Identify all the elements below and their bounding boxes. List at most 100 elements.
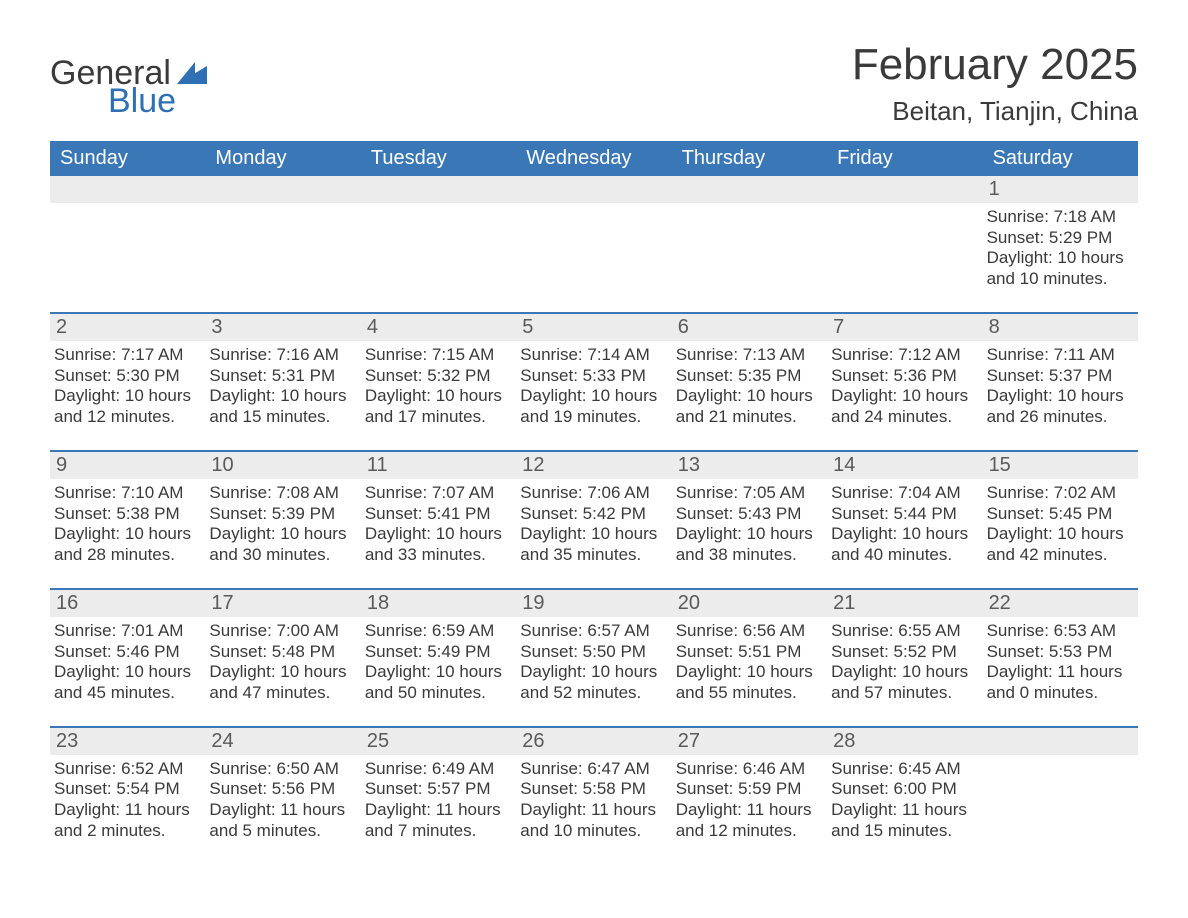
- day-content-cell: [827, 203, 982, 312]
- day-number: 12: [522, 454, 544, 476]
- day-number: 21: [833, 592, 855, 614]
- sunset-text: Sunset: 5:51 PM: [676, 642, 823, 663]
- sunset-text: Sunset: 5:33 PM: [520, 366, 667, 387]
- day-content-cell: Sunrise: 6:55 AMSunset: 5:52 PMDaylight:…: [827, 617, 982, 726]
- daylight-text: Daylight: 10 hours and 15 minutes.: [209, 386, 356, 427]
- sunrise-text: Sunrise: 6:52 AM: [54, 759, 201, 780]
- sunrise-text: Sunrise: 7:08 AM: [209, 483, 356, 504]
- location-subtitle: Beitan, Tianjin, China: [852, 96, 1138, 127]
- daylight-text: Daylight: 10 hours and 40 minutes.: [831, 524, 978, 565]
- sunset-text: Sunset: 5:42 PM: [520, 504, 667, 525]
- daylight-text: Daylight: 10 hours and 26 minutes.: [987, 386, 1134, 427]
- weekday-heading: Sunday: [50, 141, 205, 176]
- sunset-text: Sunset: 5:41 PM: [365, 504, 512, 525]
- day-content-cell: [361, 203, 516, 312]
- day-content-cell: Sunrise: 6:49 AMSunset: 5:57 PMDaylight:…: [361, 755, 516, 864]
- sunrise-text: Sunrise: 7:02 AM: [987, 483, 1134, 504]
- sunset-text: Sunset: 5:50 PM: [520, 642, 667, 663]
- day-number-cell: 8: [983, 312, 1138, 341]
- sunset-text: Sunset: 5:30 PM: [54, 366, 201, 387]
- day-content-row: Sunrise: 6:52 AMSunset: 5:54 PM Daylight:…: [50, 755, 1138, 864]
- sunrise-text: Sunrise: 7:13 AM: [676, 345, 823, 366]
- day-number: 14: [833, 454, 855, 476]
- day-content-cell: Sunrise: 7:06 AMSunset: 5:42 PMDaylight:…: [516, 479, 671, 588]
- sunrise-text: Sunrise: 7:05 AM: [676, 483, 823, 504]
- day-number: 17: [211, 592, 233, 614]
- sunset-text: Sunset: 5:54 PM: [54, 779, 201, 800]
- sunrise-text: Sunrise: 6:57 AM: [520, 621, 667, 642]
- day-content-cell: Sunrise: 7:08 AMSunset: 5:39 PMDaylight:…: [205, 479, 360, 588]
- day-number: 24: [211, 730, 233, 752]
- day-content-cell: Sunrise: 7:18 AMSunset: 5:29 PMDaylight:…: [983, 203, 1138, 312]
- weekday-heading: Tuesday: [361, 141, 516, 176]
- day-number-cell: 10: [205, 450, 360, 479]
- day-number: 25: [367, 730, 389, 752]
- daylight-text: Daylight: 10 hours and 52 minutes.: [520, 662, 667, 703]
- daylight-text: Daylight: 10 hours and 10 minutes.: [987, 248, 1134, 289]
- day-content-cell: Sunrise: 7:00 AMSunset: 5:48 PMDaylight:…: [205, 617, 360, 726]
- day-content-cell: Sunrise: 7:01 AMSunset: 5:46 PMDaylight:…: [50, 617, 205, 726]
- day-number: 18: [367, 592, 389, 614]
- day-number-cell: [205, 176, 360, 203]
- day-number-cell: 20: [672, 588, 827, 617]
- day-number: 20: [678, 592, 700, 614]
- calendar-grid: Sunday Monday Tuesday Wednesday Thursday…: [50, 141, 1138, 864]
- weekday-heading: Wednesday: [516, 141, 671, 176]
- daynum-row: 232425262728: [50, 726, 1138, 755]
- daylight-text: Daylight: 11 hours and 0 minutes.: [987, 662, 1134, 703]
- daylight-text: Daylight: 10 hours and 24 minutes.: [831, 386, 978, 427]
- daynum-row: 16 17 18 19 20 21 22: [50, 588, 1138, 617]
- day-number-cell: 14: [827, 450, 982, 479]
- day-content-cell: Sunrise: 7:17 AMSunset: 5:30 PMDaylight:…: [50, 341, 205, 450]
- sunset-text: Sunset: 5:39 PM: [209, 504, 356, 525]
- day-number: 7: [833, 316, 844, 338]
- sunrise-text: Sunrise: 7:14 AM: [520, 345, 667, 366]
- sunrise-text: Sunrise: 7:10 AM: [54, 483, 201, 504]
- day-number-cell: 11: [361, 450, 516, 479]
- day-number-cell: 5: [516, 312, 671, 341]
- day-number-cell: 22: [983, 588, 1138, 617]
- day-content-cell: Sunrise: 7:02 AMSunset: 5:45 PMDaylight:…: [983, 479, 1138, 588]
- day-number: 19: [522, 592, 544, 614]
- daylight-text: Daylight: 11 hours and 12 minutes.: [676, 800, 823, 841]
- day-number-cell: [50, 176, 205, 203]
- daylight-text: Daylight: 10 hours and 42 minutes.: [987, 524, 1134, 565]
- sunset-text: Sunset: 5:37 PM: [987, 366, 1134, 387]
- daylight-text: Daylight: 10 hours and 12 minutes.: [54, 386, 201, 427]
- day-content-cell: Sunrise: 6:53 AMSunset: 5:53 PMDaylight:…: [983, 617, 1138, 726]
- daylight-text: Daylight: 10 hours and 19 minutes.: [520, 386, 667, 427]
- sunrise-text: Sunrise: 7:11 AM: [987, 345, 1134, 366]
- day-number-cell: 24: [205, 726, 360, 755]
- day-content-cell: Sunrise: 6:47 AMSunset: 5:58 PMDaylight:…: [516, 755, 671, 864]
- sunset-text: Sunset: 5:46 PM: [54, 642, 201, 663]
- day-number-cell: 6: [672, 312, 827, 341]
- sunset-text: Sunset: 5:52 PM: [831, 642, 978, 663]
- daynum-row: 23 45 67 8: [50, 312, 1138, 341]
- day-number-cell: 17: [205, 588, 360, 617]
- daylight-text: Daylight: 11 hours and 5 minutes.: [209, 800, 356, 841]
- day-number: 5: [522, 316, 533, 338]
- day-content-cell: Sunrise: 7:13 AMSunset: 5:35 PMDaylight:…: [672, 341, 827, 450]
- day-number: 1: [989, 178, 1000, 200]
- sunset-text: Sunset: 5:43 PM: [676, 504, 823, 525]
- sunset-text: Sunset: 5:29 PM: [987, 228, 1134, 249]
- day-number-cell: [672, 176, 827, 203]
- calendar-page: General Blue February 2025 Beitan, Tianj…: [0, 0, 1188, 918]
- day-content-cell: Sunrise: 7:05 AMSunset: 5:43 PMDaylight:…: [672, 479, 827, 588]
- day-number-cell: 2: [50, 312, 205, 341]
- day-number: 3: [211, 316, 222, 338]
- daynum-row: 1: [50, 176, 1138, 203]
- day-number: 16: [56, 592, 78, 614]
- day-number: 23: [56, 730, 78, 752]
- day-number-cell: 25: [361, 726, 516, 755]
- day-number-cell: 4: [361, 312, 516, 341]
- daylight-text: Daylight: 11 hours and 7 minutes.: [365, 800, 512, 841]
- weeks-container: 1 Sunrise: 7:18 AMSunset: 5:29 PMDaylight…: [50, 176, 1138, 864]
- day-content-cell: Sunrise: 6:56 AMSunset: 5:51 PMDaylight:…: [672, 617, 827, 726]
- day-content-cell: [50, 203, 205, 312]
- sunrise-text: Sunrise: 6:49 AM: [365, 759, 512, 780]
- day-content-cell: Sunrise: 7:16 AMSunset: 5:31 PMDaylight:…: [205, 341, 360, 450]
- day-content-cell: [672, 203, 827, 312]
- day-content-row: Sunrise: 7:17 AMSunset: 5:30 PMDaylight:…: [50, 341, 1138, 450]
- daylight-text: Daylight: 10 hours and 35 minutes.: [520, 524, 667, 565]
